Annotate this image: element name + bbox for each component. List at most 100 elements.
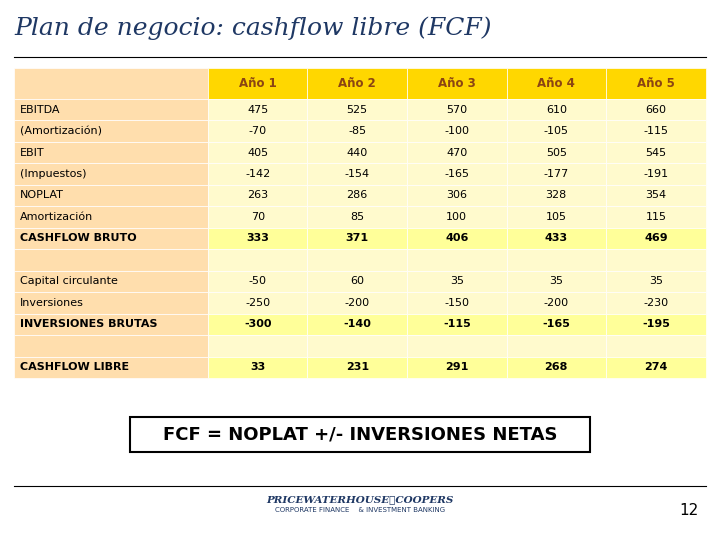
FancyBboxPatch shape: [208, 68, 307, 99]
FancyBboxPatch shape: [14, 163, 208, 185]
FancyBboxPatch shape: [407, 206, 507, 228]
Text: -191: -191: [643, 169, 668, 179]
FancyBboxPatch shape: [606, 356, 706, 378]
Text: (Amortización): (Amortización): [20, 126, 102, 136]
Text: -100: -100: [444, 126, 469, 136]
Text: -165: -165: [444, 169, 469, 179]
FancyBboxPatch shape: [507, 68, 606, 99]
FancyBboxPatch shape: [606, 271, 706, 292]
FancyBboxPatch shape: [407, 292, 507, 314]
Text: 100: 100: [446, 212, 467, 222]
Text: Capital circulante: Capital circulante: [20, 276, 118, 286]
Text: Año 4: Año 4: [537, 77, 575, 90]
FancyBboxPatch shape: [14, 335, 208, 356]
Text: -154: -154: [345, 169, 370, 179]
FancyBboxPatch shape: [14, 185, 208, 206]
Text: -140: -140: [343, 319, 372, 329]
FancyBboxPatch shape: [407, 163, 507, 185]
Text: FCF = NOPLAT +/- INVERSIONES NETAS: FCF = NOPLAT +/- INVERSIONES NETAS: [163, 426, 557, 444]
FancyBboxPatch shape: [208, 99, 307, 120]
FancyBboxPatch shape: [407, 335, 507, 356]
Text: 333: 333: [246, 233, 269, 244]
Text: CASHFLOW BRUTO: CASHFLOW BRUTO: [20, 233, 137, 244]
Text: 660: 660: [645, 105, 666, 114]
FancyBboxPatch shape: [407, 99, 507, 120]
FancyBboxPatch shape: [606, 335, 706, 356]
FancyBboxPatch shape: [307, 249, 407, 271]
FancyBboxPatch shape: [606, 185, 706, 206]
FancyBboxPatch shape: [14, 249, 208, 271]
Text: 263: 263: [247, 191, 269, 200]
FancyBboxPatch shape: [208, 163, 307, 185]
Text: -115: -115: [644, 126, 668, 136]
Text: 405: 405: [247, 147, 269, 158]
FancyBboxPatch shape: [507, 185, 606, 206]
Text: 475: 475: [247, 105, 269, 114]
FancyBboxPatch shape: [507, 249, 606, 271]
FancyBboxPatch shape: [14, 356, 208, 378]
Text: 35: 35: [549, 276, 563, 286]
Text: -85: -85: [348, 126, 366, 136]
FancyBboxPatch shape: [14, 314, 208, 335]
FancyBboxPatch shape: [14, 271, 208, 292]
Text: 12: 12: [679, 503, 698, 518]
Text: 274: 274: [644, 362, 667, 372]
FancyBboxPatch shape: [307, 206, 407, 228]
FancyBboxPatch shape: [307, 142, 407, 163]
FancyBboxPatch shape: [208, 228, 307, 249]
Text: 35: 35: [450, 276, 464, 286]
FancyBboxPatch shape: [507, 228, 606, 249]
FancyBboxPatch shape: [507, 356, 606, 378]
Text: -200: -200: [544, 298, 569, 308]
FancyBboxPatch shape: [507, 271, 606, 292]
Text: -250: -250: [245, 298, 270, 308]
FancyBboxPatch shape: [208, 142, 307, 163]
Text: CASHFLOW LIBRE: CASHFLOW LIBRE: [20, 362, 130, 372]
FancyBboxPatch shape: [606, 206, 706, 228]
Text: CORPORATE FINANCE    & INVESTMENT BANKING: CORPORATE FINANCE & INVESTMENT BANKING: [275, 507, 445, 514]
Text: -195: -195: [642, 319, 670, 329]
Text: INVERSIONES BRUTAS: INVERSIONES BRUTAS: [20, 319, 158, 329]
FancyBboxPatch shape: [14, 142, 208, 163]
Text: 291: 291: [445, 362, 469, 372]
FancyBboxPatch shape: [407, 120, 507, 142]
FancyBboxPatch shape: [407, 68, 507, 99]
FancyBboxPatch shape: [307, 120, 407, 142]
FancyBboxPatch shape: [606, 249, 706, 271]
Text: 328: 328: [546, 191, 567, 200]
FancyBboxPatch shape: [606, 120, 706, 142]
Text: -105: -105: [544, 126, 569, 136]
Text: EBITDA: EBITDA: [20, 105, 60, 114]
Text: 115: 115: [645, 212, 666, 222]
FancyBboxPatch shape: [208, 314, 307, 335]
Text: 70: 70: [251, 212, 265, 222]
Text: 469: 469: [644, 233, 667, 244]
Text: -165: -165: [542, 319, 570, 329]
FancyBboxPatch shape: [606, 99, 706, 120]
Text: -150: -150: [444, 298, 469, 308]
Text: -142: -142: [245, 169, 270, 179]
Text: 286: 286: [346, 191, 368, 200]
Text: 406: 406: [445, 233, 469, 244]
Text: -200: -200: [345, 298, 370, 308]
FancyBboxPatch shape: [507, 163, 606, 185]
Text: -300: -300: [244, 319, 271, 329]
FancyBboxPatch shape: [407, 249, 507, 271]
Text: NOPLAT: NOPLAT: [20, 191, 64, 200]
FancyBboxPatch shape: [507, 99, 606, 120]
FancyBboxPatch shape: [307, 335, 407, 356]
Text: 60: 60: [350, 276, 364, 286]
FancyBboxPatch shape: [307, 99, 407, 120]
FancyBboxPatch shape: [507, 314, 606, 335]
FancyBboxPatch shape: [307, 185, 407, 206]
Text: 525: 525: [346, 105, 368, 114]
Text: 85: 85: [350, 212, 364, 222]
Text: 570: 570: [446, 105, 467, 114]
Text: Año 2: Año 2: [338, 77, 376, 90]
FancyBboxPatch shape: [407, 314, 507, 335]
FancyBboxPatch shape: [307, 271, 407, 292]
FancyBboxPatch shape: [14, 228, 208, 249]
FancyBboxPatch shape: [507, 142, 606, 163]
Text: 231: 231: [346, 362, 369, 372]
Text: 371: 371: [346, 233, 369, 244]
